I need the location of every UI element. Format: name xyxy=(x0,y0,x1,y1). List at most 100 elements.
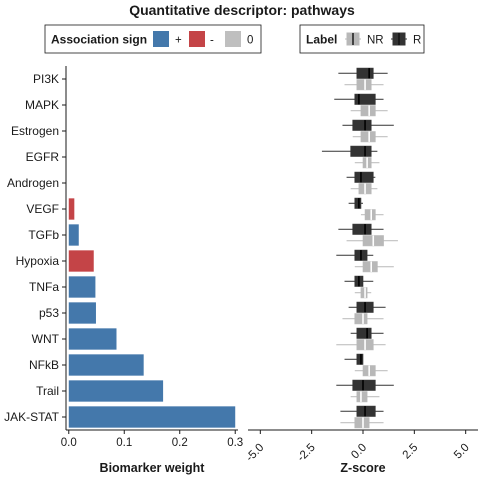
legend-label-text-0: NR xyxy=(367,35,384,47)
legend-sign-key-1 xyxy=(189,31,205,47)
bar-ytick-label-p53: p53 xyxy=(39,306,59,320)
box-nr-hypoxia xyxy=(354,261,394,273)
box-r-nfkb xyxy=(344,353,364,365)
chart-title: Quantitative descriptor: pathways xyxy=(129,2,355,18)
box-xtick-label-0: -5.0 xyxy=(244,442,267,465)
box-nr-jak-stat xyxy=(340,417,384,429)
boxplot-panel: -5.0 -2.5 0.0 2.5 5.0 Z-score xyxy=(244,67,478,475)
bar-ytick-label-wnt: WNT xyxy=(32,332,60,346)
bar-ytick-label-nfkb: NFkB xyxy=(29,358,59,372)
bar-ytick-label-estrogen: Estrogen xyxy=(11,124,59,138)
bar-ytick-label-pi3k: PI3K xyxy=(33,72,59,86)
legend-label: Label NR R xyxy=(299,24,425,54)
legend-label-key-0 xyxy=(345,32,361,46)
bar-panel: PI3K MAPK Estrogen EGFR Androgen VEGF TGFb Hypo… xyxy=(4,66,243,475)
box-nr-mapk xyxy=(350,105,388,117)
legend-sign-title: Association sign xyxy=(51,33,147,47)
box-x-axis-label: Z-score xyxy=(340,461,385,475)
box-nr-trail xyxy=(350,391,380,403)
bar-trail xyxy=(68,380,164,402)
bar-nfkb xyxy=(68,354,144,376)
box-nr-androgen xyxy=(350,183,378,195)
box-body-r-4 xyxy=(354,171,374,183)
box-body-nr-8 xyxy=(360,287,368,299)
box-body-r-10 xyxy=(356,327,372,339)
box-xtick-label-2: 0.0 xyxy=(349,442,369,462)
box-body-r-13 xyxy=(356,405,376,417)
box-nr-wnt xyxy=(336,339,386,351)
box-nr-nfkb xyxy=(354,365,388,377)
bar-xtick-label-2: 0.2 xyxy=(172,437,188,449)
box-nr-tgfb xyxy=(346,235,398,247)
legend-association-sign: Association sign + - 0 xyxy=(44,24,262,54)
legend-sign-label-1: - xyxy=(210,35,214,47)
bar-xtick-label-1: 0.1 xyxy=(116,437,132,449)
legend-sign-key-0 xyxy=(153,31,169,47)
box-r-tnfa xyxy=(344,275,374,287)
bar-vegf xyxy=(68,198,75,220)
box-body-r-0 xyxy=(356,67,374,79)
bar-ytick-label-mapk: MAPK xyxy=(25,98,59,112)
box-body-nr-13 xyxy=(354,417,370,429)
box-r-jak-stat xyxy=(340,405,384,417)
box-body-nr-12 xyxy=(356,391,368,403)
bar-jak-stat xyxy=(68,406,236,428)
box-r-tgfb xyxy=(338,223,384,235)
box-body-nr-5 xyxy=(364,209,376,221)
box-body-r-12 xyxy=(352,379,376,391)
legend-label-key-1 xyxy=(391,32,407,46)
bar-ytick-label-tnfa: TNFa xyxy=(29,280,59,294)
legend-label-text-1: R xyxy=(413,35,421,47)
box-body-nr-0 xyxy=(356,79,372,91)
box-r-pi3k xyxy=(338,67,388,79)
box-r-androgen xyxy=(346,171,376,183)
bar-ytick-label-tgfb: TGFb xyxy=(28,228,59,242)
bar-xtick-label-0: 0.0 xyxy=(61,437,77,449)
box-body-nr-1 xyxy=(360,105,376,117)
box-nr-p53 xyxy=(342,313,384,325)
box-xtick-label-4: 5.0 xyxy=(452,442,472,462)
legend-sign-label-0: + xyxy=(175,35,182,47)
box-body-r-3 xyxy=(350,145,372,157)
bar-tnfa xyxy=(68,276,96,298)
box-nr-vegf xyxy=(360,209,384,221)
bar-p53 xyxy=(68,302,96,324)
box-body-nr-7 xyxy=(362,261,378,273)
bar-wnt xyxy=(68,328,117,350)
box-body-r-11 xyxy=(356,353,364,365)
box-r-hypoxia xyxy=(336,249,374,261)
bar-ytick-label-trail: Trail xyxy=(36,384,59,398)
box-body-r-1 xyxy=(354,93,376,105)
box-xtick-label-3: 2.5 xyxy=(401,442,421,462)
box-nr-estrogen xyxy=(352,131,388,143)
bar-xtick-label-3: 0.3 xyxy=(227,437,243,449)
box-body-nr-2 xyxy=(360,131,376,143)
bar-ytick-label-hypoxia: Hypoxia xyxy=(16,254,60,268)
legend-sign-key-2 xyxy=(225,31,241,47)
box-r-mapk xyxy=(334,93,384,105)
box-body-r-2 xyxy=(352,119,372,131)
box-nr-tnfa xyxy=(354,287,372,299)
bar-ytick-label-vegf: VEGF xyxy=(26,202,59,216)
bar-hypoxia xyxy=(68,250,94,272)
bar-tgfb xyxy=(68,224,79,246)
box-body-nr-9 xyxy=(354,313,368,325)
bar-x-axis-label: Biomarker weight xyxy=(100,461,206,475)
bar-ytick-label-egfr: EGFR xyxy=(26,150,60,164)
legend-sign-label-2: 0 xyxy=(247,35,253,47)
box-body-r-6 xyxy=(352,223,372,235)
bar-ytick-label-androgen: Androgen xyxy=(7,176,59,190)
legend-label-title: Label xyxy=(306,33,337,47)
box-r-trail xyxy=(336,379,394,391)
box-body-r-5 xyxy=(354,197,362,209)
box-r-wnt xyxy=(350,327,384,339)
box-nr-egfr xyxy=(354,157,380,169)
box-xtick-label-1: -2.5 xyxy=(295,442,318,465)
box-r-egfr xyxy=(321,145,378,157)
box-nr-pi3k xyxy=(344,79,384,91)
box-r-estrogen xyxy=(342,119,394,131)
bar-ytick-label-jak-stat: JAK-STAT xyxy=(4,410,60,424)
box-r-p53 xyxy=(348,301,386,313)
box-r-vegf xyxy=(348,197,363,209)
